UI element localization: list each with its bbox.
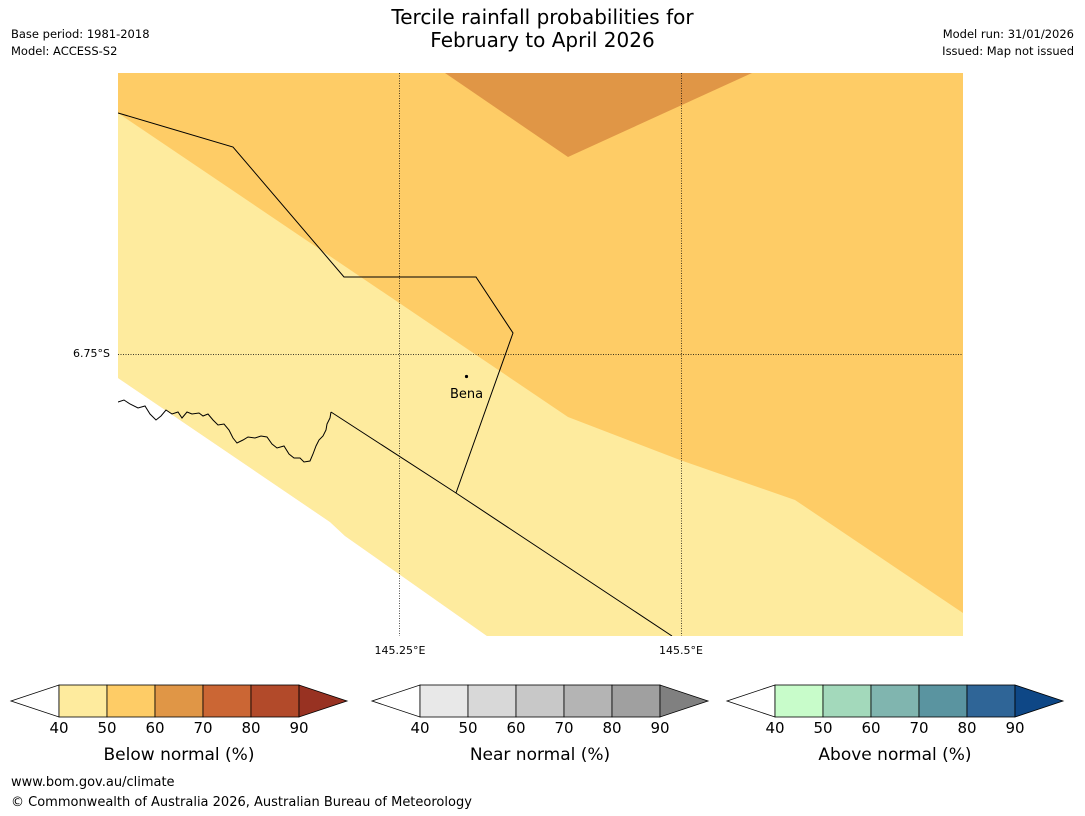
below-swatch-50-60: [106, 684, 156, 718]
title-line-2: February to April 2026: [430, 28, 655, 52]
issued-status: Issued: Map not issued: [942, 44, 1074, 58]
near-swatch-60-70: [515, 684, 565, 718]
map-title: Tercile rainfall probabilities for Febru…: [0, 6, 1085, 52]
above-tick: 50: [813, 719, 833, 737]
base-period: Base period: 1981-2018: [11, 27, 150, 41]
above-tick: 60: [861, 719, 881, 737]
below-swatch-80-90: [250, 684, 300, 718]
latitude-label: 6.75°S: [73, 347, 110, 360]
near-legend-title: Near normal (%): [469, 745, 611, 765]
above-tick: 70: [909, 719, 929, 737]
near-swatch-80-90: [611, 684, 661, 718]
legend-below-bar: [9, 684, 349, 718]
above-arrow-low: [725, 684, 776, 718]
near-tick: 90: [650, 719, 670, 737]
place-label: Bena: [450, 387, 484, 402]
below-legend-title: Below normal (%): [103, 745, 255, 765]
below-tick: 90: [289, 719, 309, 737]
below-tick: 40: [49, 719, 69, 737]
longitude-label-145-25: 145.25°E: [374, 644, 426, 657]
near-tick: 50: [458, 719, 478, 737]
near-arrow-low: [370, 684, 421, 718]
near-swatch-50-60: [467, 684, 517, 718]
place-marker: [464, 374, 469, 379]
above-tick: 40: [765, 719, 785, 737]
coastline: [118, 399, 332, 463]
below-tick: 80: [241, 719, 261, 737]
above-legend-title: Above normal (%): [818, 745, 972, 765]
near-tick: 60: [506, 719, 526, 737]
footer-url: www.bom.gov.au/climate: [11, 775, 175, 790]
above-swatch-70-80: [918, 684, 968, 718]
legend-near-bar: [370, 684, 710, 718]
near-tick: 80: [602, 719, 622, 737]
meta-left: Base period: 1981-2018 Model: ACCESS-S2: [11, 26, 150, 60]
above-swatch-60-70: [870, 684, 920, 718]
above-tick: 90: [1005, 719, 1025, 737]
below-arrow-low: [9, 684, 60, 718]
zone-40-50: [118, 113, 963, 636]
below-tick: 60: [145, 719, 165, 737]
footer-copyright: © Commonwealth of Australia 2026, Austra…: [11, 795, 472, 810]
near-tick: 40: [410, 719, 430, 737]
model-run: Model run: 31/01/2026: [942, 27, 1074, 41]
meta-right: Model run: 31/01/2026 Issued: Map not is…: [942, 26, 1074, 60]
near-tick: 70: [554, 719, 574, 737]
above-arrow-high: [1014, 684, 1065, 718]
near-swatch-40-50: [419, 684, 469, 718]
below-arrow-high: [298, 684, 349, 718]
below-swatch-40-50: [58, 684, 108, 718]
above-tick: 80: [957, 719, 977, 737]
title-line-1: Tercile rainfall probabilities for: [391, 5, 694, 29]
below-tick: 70: [193, 719, 213, 737]
province-boundary-south: [330, 411, 673, 636]
below-tick: 50: [97, 719, 117, 737]
legend-above-bar: [725, 684, 1065, 718]
longitude-label-145-5: 145.5°E: [659, 644, 703, 657]
below-swatch-70-80: [202, 684, 252, 718]
sea-area: [118, 378, 487, 636]
zone-60-70: [445, 73, 752, 157]
near-arrow-high: [659, 684, 710, 718]
province-boundary: [118, 112, 514, 494]
below-swatch-60-70: [154, 684, 204, 718]
above-swatch-50-60: [822, 684, 872, 718]
above-swatch-80-90: [966, 684, 1016, 718]
above-swatch-40-50: [774, 684, 824, 718]
near-swatch-70-80: [563, 684, 613, 718]
model-name: Model: ACCESS-S2: [11, 44, 118, 58]
